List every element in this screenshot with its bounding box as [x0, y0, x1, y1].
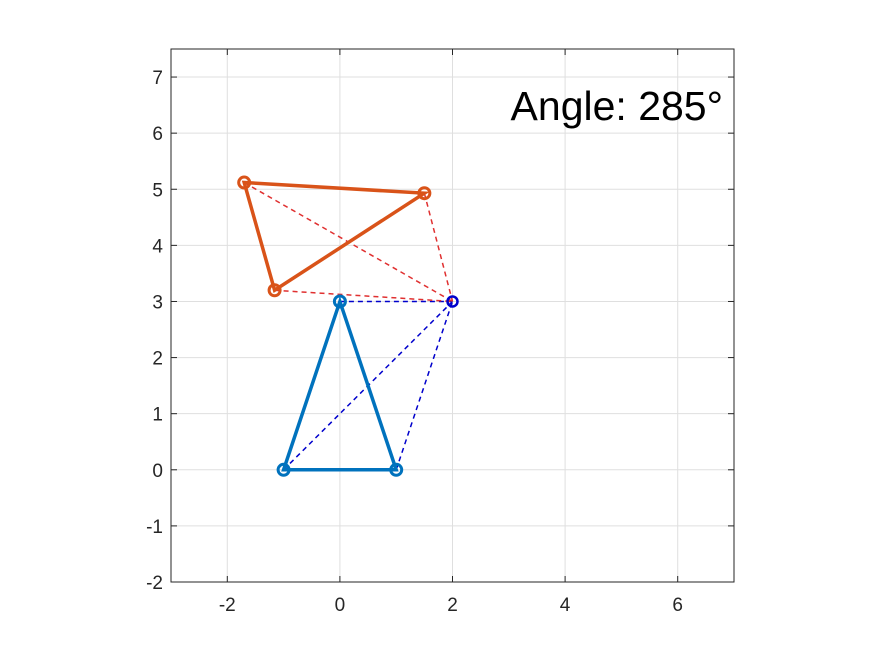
y-tick-label: 1	[152, 405, 163, 426]
y-tick-label: 5	[152, 180, 163, 201]
y-tick-label: -1	[146, 517, 163, 538]
series-2-pivot-dashed-line	[274, 289, 453, 303]
series-1-vertex-marker	[389, 462, 404, 477]
series-2-triangle	[241, 180, 430, 294]
series-1-pivot-dashed-line	[395, 301, 454, 471]
series-2-vertex-marker	[267, 283, 282, 298]
series-1-vertex-marker	[276, 462, 291, 477]
series-1-triangle	[281, 295, 399, 472]
series-2-vertex-marker	[417, 186, 432, 201]
series-1-vertex-marker	[332, 294, 347, 309]
y-tick-label: 2	[152, 349, 163, 370]
x-tick-label: 4	[560, 595, 571, 616]
x-tick-label: 0	[335, 595, 346, 616]
y-tick-label: 3	[152, 292, 163, 313]
plot-area-frame	[170, 48, 735, 583]
y-tick-label: 7	[152, 68, 163, 89]
angle-annotation: Angle: 285°	[511, 83, 723, 129]
series-2-pivot-dashed-line	[423, 193, 454, 302]
y-tick-label: 4	[152, 236, 163, 257]
y-tick-label: 0	[152, 461, 163, 482]
vertex-markers	[237, 175, 459, 477]
x-tick-label: 6	[672, 595, 683, 616]
triangle-series	[241, 180, 430, 472]
x-tick-label: 2	[447, 595, 458, 616]
x-tick-label: -2	[219, 595, 236, 616]
y-tick-labels: -2 -1 0 1 2 3 4 5 6 7	[146, 68, 163, 594]
x-tick-labels: -2 0 2 4 6	[219, 595, 683, 616]
series-2-vertex-marker	[237, 175, 252, 190]
pivot-point-marker	[446, 295, 459, 308]
y-tick-label: -2	[146, 573, 163, 594]
y-tick-label: 6	[152, 124, 163, 145]
